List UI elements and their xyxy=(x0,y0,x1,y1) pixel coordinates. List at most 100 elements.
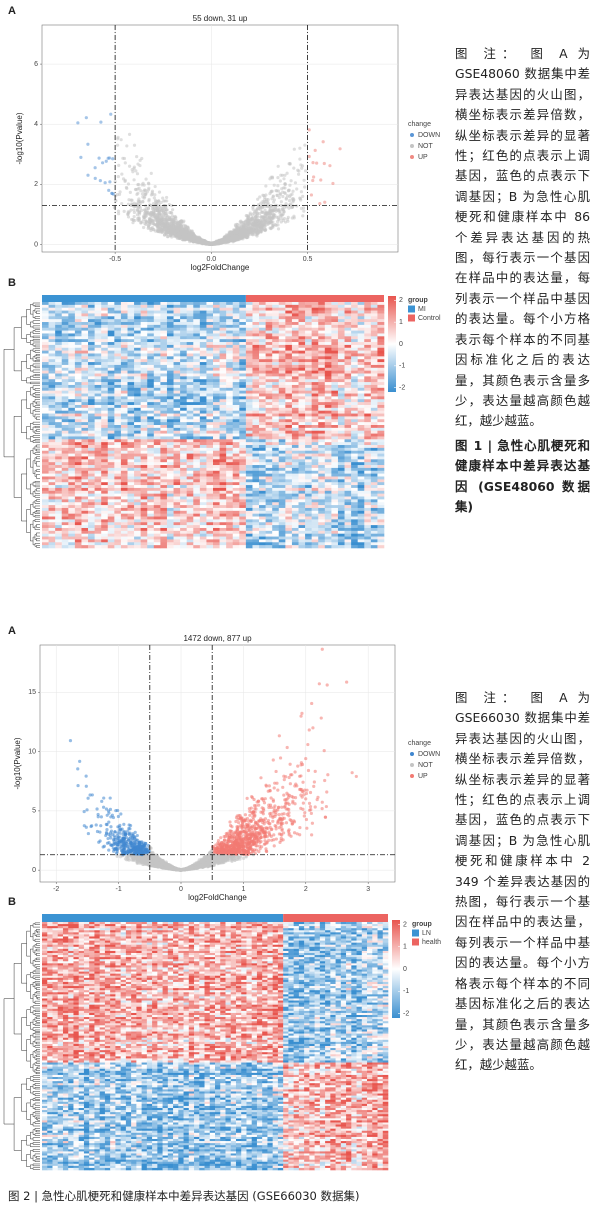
heatmap-cell xyxy=(140,336,148,340)
heatmap-cell xyxy=(134,327,141,331)
heatmap-cell xyxy=(377,359,385,363)
heatmap-cell xyxy=(272,313,280,317)
heatmap-cell xyxy=(239,336,247,340)
heatmap-cell xyxy=(331,379,339,383)
heatmap-cell xyxy=(298,387,306,391)
point xyxy=(116,137,120,141)
heatmap-cell xyxy=(147,350,155,354)
heatmap-cell xyxy=(140,353,148,357)
point xyxy=(86,173,90,177)
heatmap-cell xyxy=(245,319,253,323)
point xyxy=(136,183,140,187)
heatmap-cell xyxy=(180,362,187,366)
heatmap-cell xyxy=(337,370,345,374)
heatmap-cell xyxy=(272,327,280,331)
heatmap-cell xyxy=(285,387,293,391)
heatmap-cell xyxy=(94,359,102,363)
heatmap-cell xyxy=(291,322,299,326)
heatmap-cell xyxy=(153,387,161,391)
x-axis-label: log2FoldChange xyxy=(191,263,250,272)
heatmap-cell xyxy=(298,327,306,331)
heatmap-cell xyxy=(291,379,299,383)
point xyxy=(144,177,148,181)
heatmap-cell xyxy=(232,384,240,389)
heatmap-cell xyxy=(285,339,293,343)
heatmap-cell xyxy=(101,319,109,323)
heatmap-cell xyxy=(173,384,181,389)
heatmap-cell xyxy=(351,344,358,349)
heatmap-cell xyxy=(173,336,181,340)
heatmap-cell xyxy=(232,333,240,337)
heatmap-cell xyxy=(298,330,306,334)
heatmap-cell xyxy=(193,353,201,357)
heatmap-cell xyxy=(140,364,148,369)
heatmap-cell xyxy=(166,342,174,346)
heatmap-cell xyxy=(226,330,234,334)
heatmap-cell xyxy=(311,353,319,357)
heatmap-cell xyxy=(61,379,69,383)
heatmap-cell xyxy=(193,342,201,346)
heatmap-cell xyxy=(226,356,234,360)
heatmap-cell xyxy=(377,353,385,357)
heatmap-cell xyxy=(94,319,102,323)
heatmap-cell xyxy=(186,342,194,346)
point xyxy=(263,208,267,212)
heatmap-cell xyxy=(48,347,56,351)
heatmap-cell xyxy=(357,382,365,386)
heatmap-cell xyxy=(127,342,135,346)
heatmap-cell xyxy=(114,353,122,357)
heatmap-cell xyxy=(232,344,240,349)
heatmap-cell xyxy=(285,316,293,320)
panel-label: B xyxy=(8,277,16,289)
heatmap-cell xyxy=(351,336,358,340)
heatmap-cell xyxy=(147,330,155,334)
heatmap-cell xyxy=(324,333,332,337)
heatmap-cell xyxy=(318,342,326,346)
heatmap-cell xyxy=(331,367,339,371)
heatmap-cell xyxy=(370,324,378,329)
point xyxy=(258,195,262,199)
heatmap-cell xyxy=(245,379,253,383)
heatmap-cell xyxy=(245,310,253,314)
heatmap-cell xyxy=(153,353,161,357)
heatmap-cell xyxy=(311,336,319,340)
heatmap-cell xyxy=(140,359,148,363)
heatmap-cell xyxy=(120,364,128,369)
heatmap-cell xyxy=(120,384,128,389)
heatmap-cell xyxy=(265,304,273,309)
heatmap-cell xyxy=(344,370,352,374)
heatmap-cell xyxy=(61,344,69,349)
heatmap-cell xyxy=(42,390,49,394)
heatmap-cell xyxy=(226,359,234,363)
heatmap-cell xyxy=(337,339,345,343)
heatmap-cell xyxy=(245,347,253,351)
heatmap-cell xyxy=(55,310,63,314)
point xyxy=(251,207,255,211)
heatmap-cell xyxy=(337,350,345,354)
heatmap-cell xyxy=(239,339,247,343)
heatmap-cell xyxy=(305,313,312,317)
heatmap-cell xyxy=(226,316,234,320)
heatmap-cell xyxy=(107,313,115,317)
heatmap-cell xyxy=(226,344,234,349)
heatmap-cell xyxy=(357,367,365,371)
heatmap-cell xyxy=(259,330,266,334)
heatmap-cell xyxy=(134,304,141,309)
heatmap-cell xyxy=(324,359,332,363)
heatmap-cell xyxy=(94,376,102,380)
heatmap-cell xyxy=(88,307,95,311)
heatmap-cell xyxy=(107,304,115,309)
heatmap-cell xyxy=(42,336,49,340)
heatmap-cell xyxy=(94,327,102,331)
heatmap-cell xyxy=(160,390,168,394)
heatmap-cell xyxy=(305,382,312,386)
heatmap-cell xyxy=(232,342,240,346)
heatmap-cell xyxy=(324,373,332,377)
point xyxy=(131,221,135,225)
heatmap-cell xyxy=(318,313,326,317)
heatmap-cell xyxy=(298,370,306,374)
heatmap-cell xyxy=(206,313,214,317)
heatmap-cell xyxy=(134,322,141,326)
heatmap-cell xyxy=(140,342,148,346)
heatmap-cell xyxy=(42,370,49,374)
